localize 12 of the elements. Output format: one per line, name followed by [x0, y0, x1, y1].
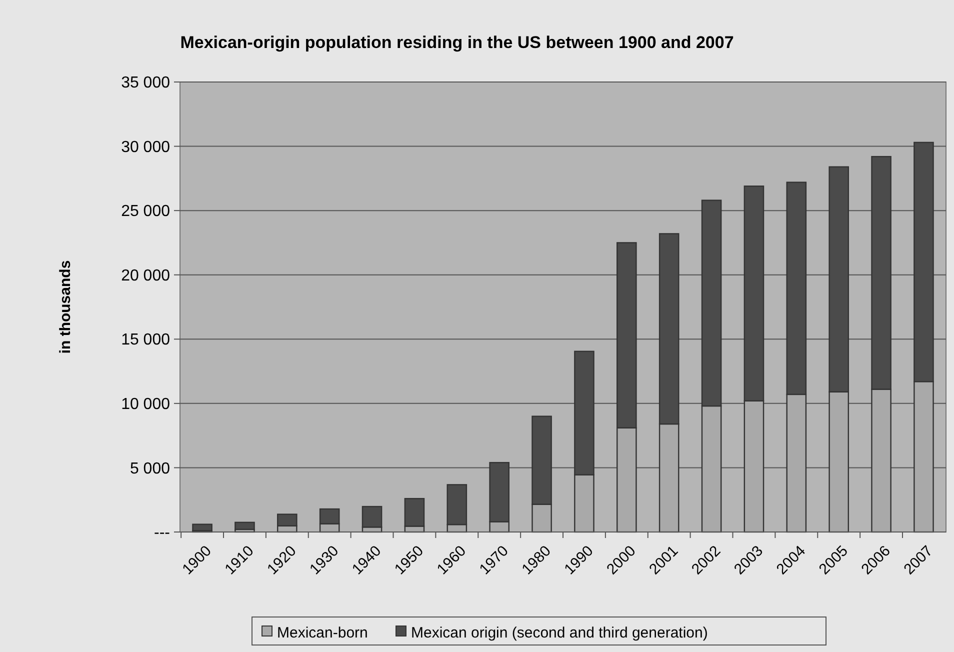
y-tick-label: 35 000 [121, 74, 170, 92]
y-tick-label: --- [154, 524, 170, 542]
y-tick-label: 5 000 [130, 460, 170, 478]
y-tick-label: 30 000 [121, 138, 170, 156]
y-tick-label: 15 000 [121, 332, 170, 349]
legend-label: Mexican origin (second and third generation) [411, 624, 708, 642]
y-tick-label: 20 000 [121, 267, 170, 284]
y-tick-label: 10 000 [121, 396, 170, 414]
y-axis-title: in thousands [57, 260, 74, 354]
legend-label: Mexican-born [277, 624, 368, 642]
chart-title: Mexican-origin population residing in the US between 1900 and 2007 [180, 33, 734, 52]
y-tick-label: 25 000 [121, 203, 170, 220]
